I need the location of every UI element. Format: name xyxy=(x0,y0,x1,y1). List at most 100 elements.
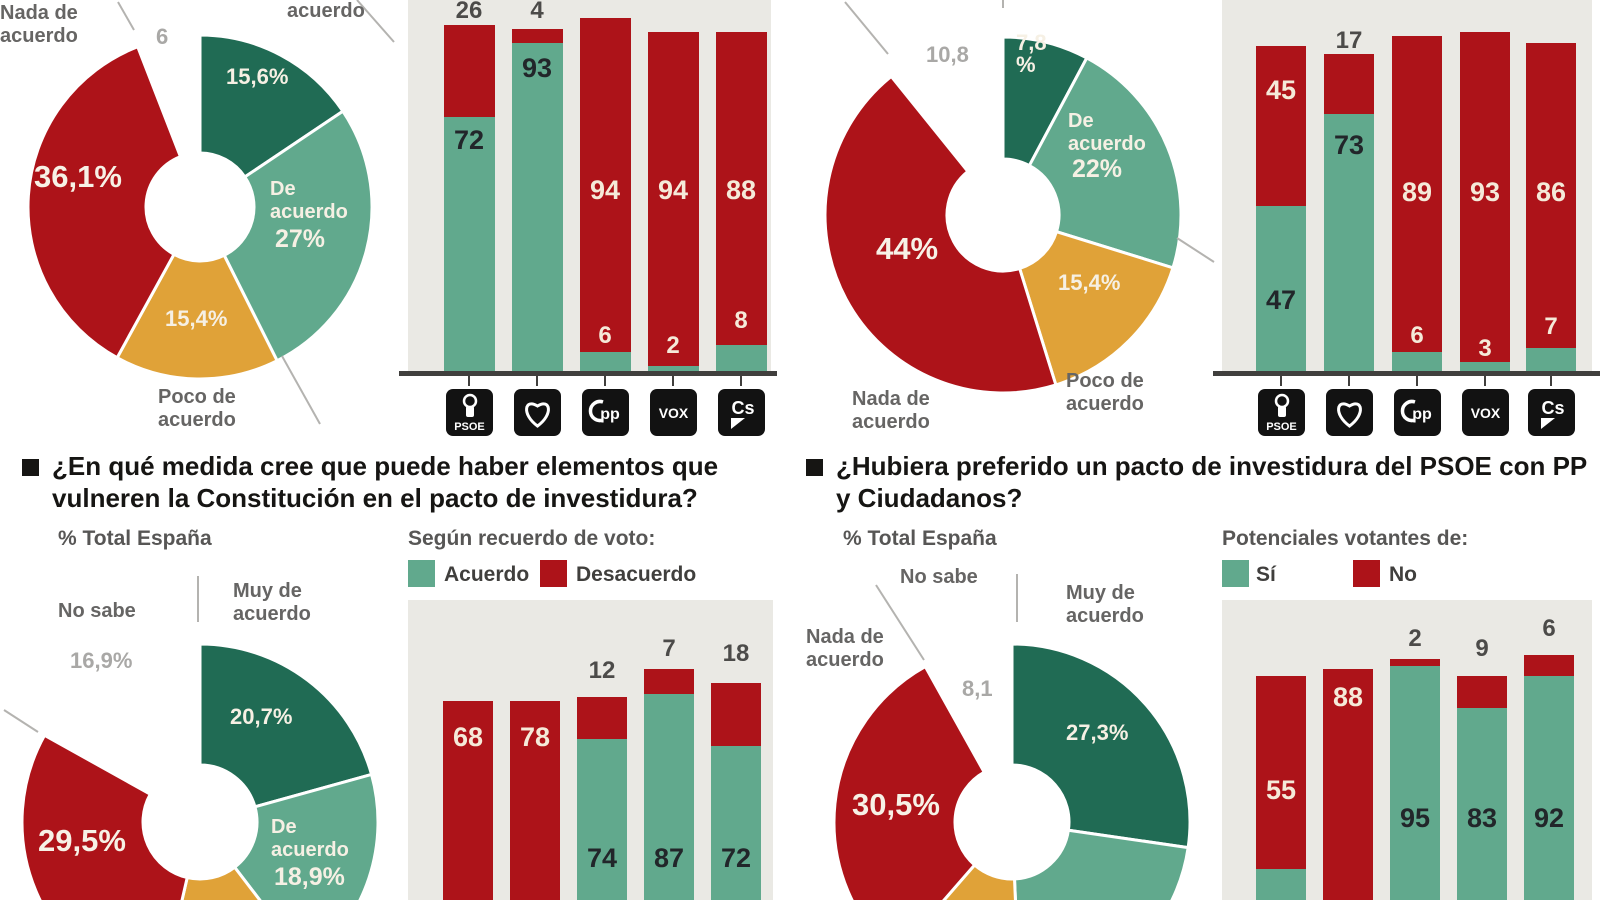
bar-value-bottom-right-vox: 83 xyxy=(1466,803,1498,833)
bar-bottom-right-vox-sí xyxy=(1457,707,1507,900)
bar-top-right-cs-desacuerdo xyxy=(1526,42,1576,349)
question-right: ¿Hubiera preferido un pacto de investidu… xyxy=(836,450,1596,514)
donut-slice-bottom-right-poco-de-acuerdo xyxy=(942,862,1017,900)
leader-line xyxy=(1176,237,1215,263)
legend-desacuerdo-label: Desacuerdo xyxy=(576,563,697,586)
donut-slice-top-left-muy-de-acuerdo xyxy=(198,33,345,180)
bar-value-bottom-left-up: 78 xyxy=(519,722,551,752)
bar-top-right-up-acuerdo xyxy=(1324,113,1374,373)
bar-top-right-cs-acuerdo xyxy=(1526,348,1576,373)
bar-value-bottom-right-psoe: 55 xyxy=(1265,775,1297,805)
bar-top-right-vox-acuerdo xyxy=(1460,362,1510,373)
legend-no-swatch xyxy=(1353,560,1380,587)
bar-top-right-psoe-acuerdo xyxy=(1256,206,1306,373)
bar-bottom-left-vox-desacuerdo xyxy=(644,669,694,694)
donut-label-top-left-no-sabe-value: 6 xyxy=(156,24,169,49)
subtitle-total-espana-right: % Total España xyxy=(843,527,997,550)
bar-top-left-vox-desacuerdo xyxy=(647,32,699,366)
bar-value-top-right-psoe: 45 xyxy=(1265,75,1297,105)
donut-label-top-left-muy-de-acuerdo-value: 15,6% xyxy=(226,64,289,89)
donut-label-bottom-right-muy-de-acuerdo-value: 27,3% xyxy=(1066,720,1129,745)
bar-top-left-cs-desacuerdo xyxy=(715,32,767,345)
donut-label-top-right-de-acuerdo-value: 22% xyxy=(1072,155,1123,183)
donut-label-top-left-de-acuerdo-value: 27% xyxy=(275,225,326,253)
donut-label-bottom-right-nada-de-acuerdo-name: Nada de acuerdo xyxy=(806,626,884,671)
donut-slice-bottom-left-nada-de-acuerdo xyxy=(20,733,190,900)
donut-label-top-left-poco-de-acuerdo-name: Poco de acuerdo xyxy=(158,386,236,431)
bar-bottom-right-psoe-sí xyxy=(1256,868,1306,900)
cs-logo-icon: Cs xyxy=(1527,389,1575,436)
subtitle-total-espana-left: % Total España xyxy=(58,527,212,550)
donut-label-top-right-poco-de-acuerdo-value: 15,4% xyxy=(1058,270,1121,295)
bar-value-bottom-right-up: 88 xyxy=(1332,682,1364,712)
leader-line xyxy=(281,355,321,425)
bar-value-top-right-pp: 89 xyxy=(1401,177,1433,207)
donut-label-bottom-right-nada-de-acuerdo-value: 30,5% xyxy=(852,787,940,822)
donut-label-bottom-right-no-sabe-name: No sabe xyxy=(900,566,978,588)
legend-acuerdo-label: Acuerdo xyxy=(444,563,530,586)
donut-label-top-right-nada-de-acuerdo-value: 44% xyxy=(876,231,939,266)
bar-top-right-pp-acuerdo xyxy=(1392,351,1442,373)
bar-bottom-right-vox-no xyxy=(1457,676,1507,708)
up-logo-icon xyxy=(513,389,561,436)
bar-value-top-left-cs: 88 xyxy=(725,175,757,205)
bar-value-bottom-left-pp: 74 xyxy=(586,843,618,873)
bar-bottom-left-vox-acuerdo xyxy=(644,693,694,900)
bar-value-bottom-left-vox: 87 xyxy=(653,843,685,873)
svg-text:VOX: VOX xyxy=(658,405,688,421)
axis-tick xyxy=(1416,376,1418,386)
axis-tick xyxy=(536,376,538,386)
bar-value-top-right-psoe: 47 xyxy=(1265,285,1297,315)
question-left-line2: vulneren la Constitución en el pacto de … xyxy=(52,483,698,513)
axis-tick xyxy=(468,376,470,386)
bar-value-bottom-left-pp: 12 xyxy=(588,657,616,684)
donut-label-bottom-left-no-sabe-name: No sabe xyxy=(58,600,136,622)
bar-value-top-left-psoe: 26 xyxy=(455,0,483,24)
question-right-line2: y Ciudadanos? xyxy=(836,483,1023,513)
leader-line xyxy=(844,1,889,55)
donut-label-bottom-left-muy-de-acuerdo-name: Muy de acuerdo xyxy=(233,580,311,625)
breakdown-title-left: Según recuerdo de voto: xyxy=(408,527,656,550)
bar-bottom-right-pp-no xyxy=(1390,658,1440,666)
bar-bottom-right-pp-sí xyxy=(1390,665,1440,900)
bar-value-top-left-up: 4 xyxy=(530,0,544,24)
bar-top-right-pp-desacuerdo xyxy=(1392,35,1442,352)
donut-slice-top-right-poco-de-acuerdo xyxy=(1017,229,1175,387)
donut-label-bottom-right-no-sabe-value: 8,1 xyxy=(962,676,993,701)
psoe-logo-icon: PSOE xyxy=(445,389,493,436)
up-logo-icon xyxy=(1325,389,1373,436)
donut-label-top-right-no-sabe-value: 10,8 xyxy=(926,42,969,67)
bar-bottom-right-psoe-no xyxy=(1256,676,1306,869)
question-left: ¿En qué medida cree que puede haber elem… xyxy=(52,450,772,514)
question-bullet-right xyxy=(806,459,823,476)
bar-value-top-left-pp: 6 xyxy=(598,322,612,349)
bar-value-bottom-right-vox: 9 xyxy=(1475,635,1489,662)
bar-value-top-right-cs: 7 xyxy=(1544,313,1558,340)
svg-text:Cs: Cs xyxy=(731,398,754,418)
leader-line xyxy=(117,1,135,31)
bar-value-bottom-left-cs: 18 xyxy=(722,640,750,667)
psoe-logo-icon: PSOE xyxy=(1257,389,1305,436)
bar-top-left-pp-acuerdo xyxy=(579,351,631,373)
bar-top-left-psoe-acuerdo xyxy=(443,117,495,373)
pp-logo-icon: pp xyxy=(581,389,629,436)
donut-label-top-left-muy-de-acuerdo-name: acuerdo xyxy=(287,0,365,22)
bar-value-top-right-vox: 93 xyxy=(1469,177,1501,207)
donut-label-bottom-left-de-acuerdo-name: De acuerdo xyxy=(271,816,349,861)
legend-acuerdo-swatch xyxy=(408,560,435,587)
bar-value-top-right-up: 17 xyxy=(1335,27,1363,54)
svg-text:pp: pp xyxy=(1412,406,1432,423)
svg-text:pp: pp xyxy=(600,406,620,423)
axis-tick xyxy=(604,376,606,386)
donut-label-bottom-left-no-sabe-value: 16,9% xyxy=(70,648,133,673)
bar-value-top-left-vox: 94 xyxy=(657,175,689,205)
bar-value-top-right-pp: 6 xyxy=(1410,322,1424,349)
axis-tick xyxy=(1484,376,1486,386)
legend-si-swatch xyxy=(1222,560,1249,587)
donut-label-bottom-left-de-acuerdo-value: 18,9% xyxy=(274,863,345,891)
bar-bottom-left-up-desacuerdo xyxy=(510,700,560,900)
x-axis-top-right xyxy=(1213,371,1600,376)
bar-bottom-left-cs-acuerdo xyxy=(711,746,761,900)
donut-label-top-right-de-acuerdo-name: De acuerdo xyxy=(1068,110,1146,155)
